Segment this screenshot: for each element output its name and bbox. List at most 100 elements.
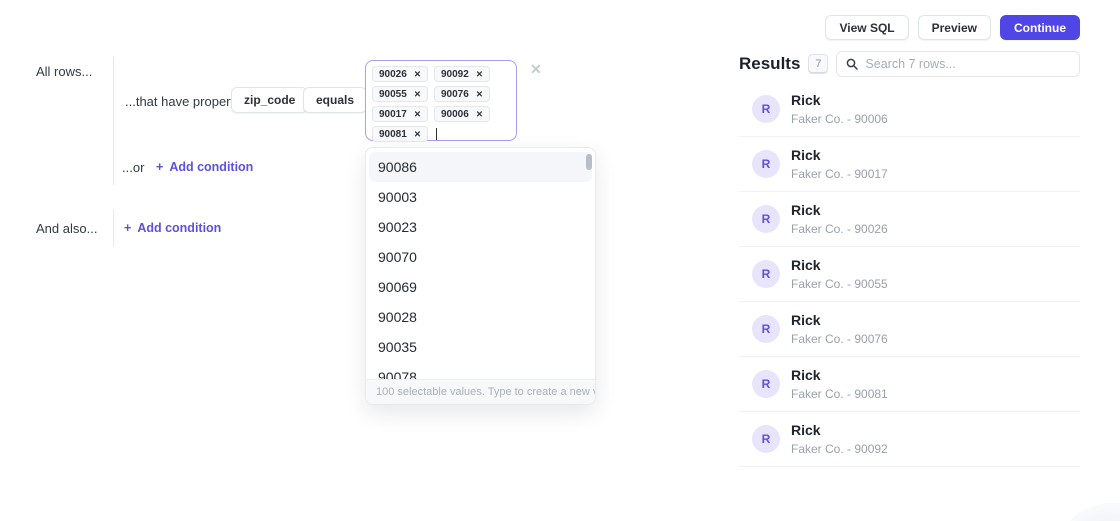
result-row[interactable]: R Rick Faker Co. - 90055 — [739, 247, 1080, 302]
result-subtitle: Faker Co. - 90017 — [791, 166, 888, 181]
text-cursor — [436, 128, 437, 140]
remove-tag-icon[interactable]: ✕ — [413, 68, 421, 79]
continue-button[interactable]: Continue — [1000, 15, 1080, 40]
result-subtitle: Faker Co. - 90076 — [791, 331, 888, 346]
remove-tag-icon[interactable]: ✕ — [475, 108, 483, 119]
result-subtitle: Faker Co. - 90026 — [791, 221, 888, 236]
value-tag[interactable]: 90017 ✕ — [372, 106, 428, 122]
remove-tag-icon[interactable]: ✕ — [413, 88, 421, 99]
result-subtitle: Faker Co. - 90055 — [791, 276, 888, 291]
result-row[interactable]: R Rick Faker Co. - 90081 — [739, 357, 1080, 412]
value-tag[interactable]: 90006 ✕ — [434, 106, 490, 122]
result-name: Rick — [791, 92, 821, 109]
result-row[interactable]: R Rick Faker Co. - 90026 — [739, 192, 1080, 247]
or-label: ...or — [122, 160, 145, 175]
result-name: Rick — [791, 422, 821, 439]
result-row[interactable]: R Rick Faker Co. - 90006 — [739, 82, 1080, 137]
search-input[interactable] — [865, 57, 1070, 71]
value-tag[interactable]: 90055 ✕ — [372, 86, 428, 102]
result-name: Rick — [791, 257, 821, 274]
scrollbar-thumb[interactable] — [586, 154, 592, 170]
view-sql-button[interactable]: View SQL — [825, 15, 909, 40]
result-row[interactable]: R Rick Faker Co. - 90076 — [739, 302, 1080, 357]
result-name: Rick — [791, 147, 821, 164]
condition-group-divider — [113, 210, 114, 246]
all-rows-label: All rows... — [36, 64, 93, 79]
tag-list: 90026 ✕ 90092 ✕ 90055 ✕ 90076 — [372, 66, 510, 142]
value-tag[interactable]: 90092 ✕ — [434, 66, 490, 82]
preview-button[interactable]: Preview — [917, 15, 991, 40]
result-row-text: Rick Faker Co. - 90017 — [791, 147, 888, 180]
avatar: R — [752, 205, 780, 233]
result-subtitle: Faker Co. - 90006 — [791, 111, 888, 126]
result-row-text: Rick Faker Co. - 90055 — [791, 257, 888, 290]
value-tag[interactable]: 90081 ✕ — [372, 126, 428, 142]
remove-tag-icon[interactable]: ✕ — [413, 108, 421, 119]
dropdown-option[interactable]: 90023 — [378, 219, 417, 235]
result-row[interactable]: R Rick Faker Co. - 90092 — [739, 412, 1080, 467]
avatar: R — [752, 95, 780, 123]
results-count-badge: 7 — [808, 54, 829, 74]
results-header: Results 7 — [739, 51, 1080, 77]
results-title: Results — [739, 54, 801, 73]
value-tag-label: 90081 — [379, 128, 407, 140]
property-select-button[interactable]: zip_code — [231, 87, 309, 113]
dropdown-option[interactable]: 90069 — [378, 279, 417, 295]
toolbar: View SQL Preview Continue — [825, 15, 1080, 40]
plus-icon: + — [156, 160, 164, 174]
have-property-label: ...that have property — [125, 94, 241, 109]
value-tag[interactable]: 90076 ✕ — [434, 86, 490, 102]
value-tag-label: 90006 — [441, 108, 469, 120]
dropdown-option[interactable]: 90028 — [378, 309, 417, 325]
results-panel: Results 7 R Rick Faker Co. - 90006 — [739, 51, 1080, 467]
dropdown-option-list: 90086 90003 90023 90070 90069 90028 9003… — [366, 148, 595, 379]
and-also-label: And also... — [36, 221, 98, 236]
result-name: Rick — [791, 312, 821, 329]
values-dropdown: 90086 90003 90023 90070 90069 90028 9003… — [365, 147, 596, 405]
result-subtitle: Faker Co. - 90092 — [791, 441, 888, 456]
result-row-text: Rick Faker Co. - 90081 — [791, 367, 888, 400]
value-tag[interactable]: 90026 ✕ — [372, 66, 428, 82]
dropdown-option[interactable]: 90086 — [369, 152, 592, 182]
search-icon — [847, 58, 859, 70]
plus-icon: + — [124, 221, 132, 235]
result-row[interactable]: R Rick Faker Co. - 90017 — [739, 137, 1080, 192]
avatar: R — [752, 150, 780, 178]
value-tag-label: 90017 — [379, 108, 407, 120]
dropdown-option[interactable]: 90070 — [378, 249, 417, 265]
value-tag-label: 90092 — [441, 68, 469, 80]
remove-tag-icon[interactable]: ✕ — [475, 88, 483, 99]
condition-group-divider — [113, 57, 114, 185]
result-row-text: Rick Faker Co. - 90026 — [791, 202, 888, 235]
result-name: Rick — [791, 202, 821, 219]
add-condition-label: Add condition — [169, 160, 254, 174]
dropdown-option[interactable]: 90003 — [378, 189, 417, 205]
remove-tag-icon[interactable]: ✕ — [475, 68, 483, 79]
value-tag-label: 90026 — [379, 68, 407, 80]
chat-launcher-bubble[interactable] — [1052, 503, 1120, 521]
value-tag-label: 90055 — [379, 88, 407, 100]
dropdown-option[interactable]: 90035 — [378, 339, 417, 355]
result-row-text: Rick Faker Co. - 90076 — [791, 312, 888, 345]
dropdown-option[interactable]: 90078 — [378, 369, 417, 379]
avatar: R — [752, 370, 780, 398]
values-multiselect-input[interactable]: 90026 ✕ 90092 ✕ 90055 ✕ 90076 — [365, 60, 517, 142]
dropdown-footer-hint: 100 selectable values. Type to create a … — [366, 379, 595, 404]
clear-condition-icon[interactable]: ✕ — [530, 61, 542, 77]
search-box[interactable] — [836, 51, 1080, 77]
result-name: Rick — [791, 367, 821, 384]
avatar: R — [752, 425, 780, 453]
add-condition-label: Add condition — [137, 221, 222, 235]
value-tag-label: 90076 — [441, 88, 469, 100]
remove-tag-icon[interactable]: ✕ — [413, 128, 421, 139]
add-or-condition-link[interactable]: + Add condition — [156, 160, 253, 174]
avatar: R — [752, 315, 780, 343]
result-subtitle: Faker Co. - 90081 — [791, 386, 888, 401]
operator-select-button[interactable]: equals — [303, 87, 368, 113]
result-row-text: Rick Faker Co. - 90092 — [791, 422, 888, 455]
result-row-text: Rick Faker Co. - 90006 — [791, 92, 888, 125]
avatar: R — [752, 260, 780, 288]
add-and-condition-link[interactable]: + Add condition — [124, 221, 221, 235]
results-list: R Rick Faker Co. - 90006 R Rick Faker Co… — [739, 82, 1080, 467]
